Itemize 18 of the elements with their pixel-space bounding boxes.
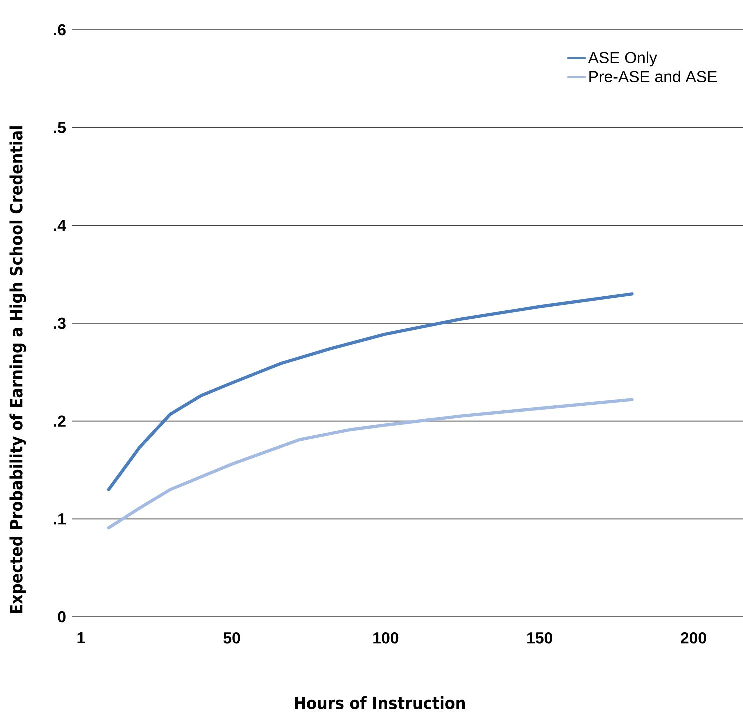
x-tick-label: 150 [528, 632, 552, 644]
y-tick-label: 0 [58, 611, 66, 623]
line-series [107, 398, 634, 530]
x-axis-title: Hours of Instruction [295, 696, 466, 710]
y-tick-label: .5 [54, 122, 66, 134]
x-tick-label: 1 [78, 632, 86, 644]
y-tick-label: .6 [54, 24, 66, 36]
x-tick-label: 100 [374, 632, 399, 644]
legend-label: ASE Only [588, 52, 658, 67]
x-tick-label: 50 [224, 632, 240, 644]
y-tick-label: .2 [54, 416, 66, 427]
legend-label: Pre-ASE and ASE [590, 70, 717, 83]
y-tick-label: .1 [54, 514, 66, 525]
x-tick-label: 200 [681, 632, 706, 644]
y-tick-label: .4 [54, 220, 66, 232]
y-tick-label: .3 [54, 318, 66, 330]
y-axis-title: Expected Probability of Earning a High School Credential [10, 126, 26, 614]
line-series [107, 292, 634, 492]
